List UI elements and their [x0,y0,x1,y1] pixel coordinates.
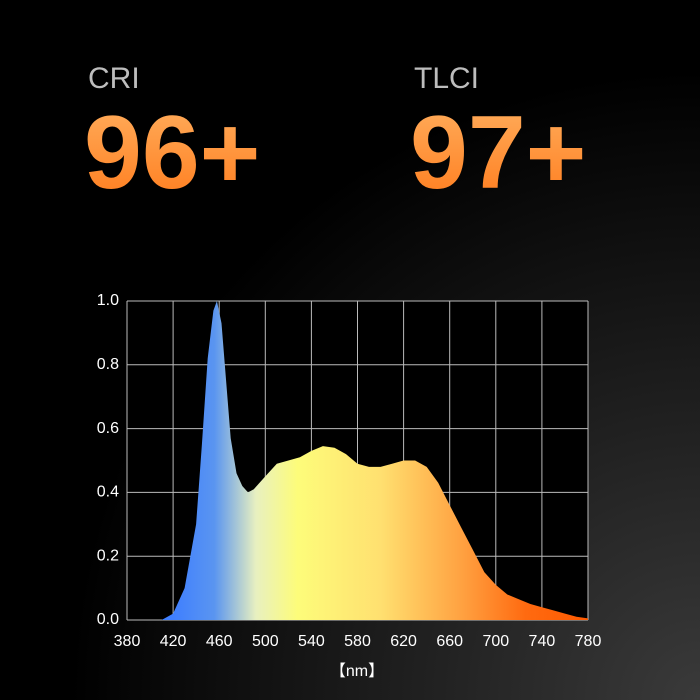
x-tick-label: 740 [529,633,556,650]
x-tick-label: 780 [575,633,602,650]
y-tick-label: 0.0 [97,611,119,628]
x-tick-label: 660 [436,633,463,650]
badge-label: CRI [88,62,140,95]
y-tick-label: 0.6 [97,420,119,437]
x-tick-label: 460 [206,633,233,650]
x-tick-label: 620 [390,633,417,650]
x-tick-label: 700 [482,633,509,650]
x-tick-label: 380 [114,633,141,650]
x-tick-label: 500 [252,633,279,650]
y-tick-label: 1.0 [97,292,119,309]
x-tick-label: 580 [344,633,371,650]
x-axis-label: 【nm】 [330,663,384,680]
x-tick-label: 420 [160,633,187,650]
badge-value: 97+ [410,95,586,211]
spectrum-area [161,301,588,620]
y-tick-label: 0.2 [97,547,119,564]
y-tick-label: 0.8 [97,356,119,373]
badge-label: TLCI [414,62,479,95]
y-tick-label: 0.4 [97,484,119,501]
x-tick-label: 540 [298,633,325,650]
badge-value: 96+ [84,95,260,211]
